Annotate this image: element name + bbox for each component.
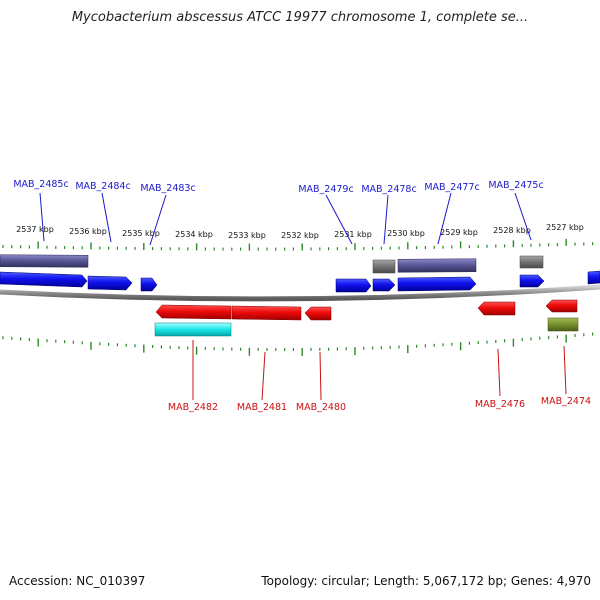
gene-feature-mab-2474[interactable] xyxy=(545,299,578,313)
forward-gene-arrow[interactable] xyxy=(0,271,88,288)
scale-label: 2529 kbp xyxy=(440,228,478,237)
bottom-leader-lines xyxy=(192,340,567,401)
reverse-gene-arrows xyxy=(155,299,578,321)
forward-gene-arrow[interactable] xyxy=(587,270,600,285)
gene-label-mab-2478c[interactable]: MAB_2478c xyxy=(361,184,416,195)
gene-feature-mab-2485c[interactable] xyxy=(0,254,89,268)
gene-feature-mab-2481[interactable] xyxy=(231,305,302,321)
gene-feature-mab-2477c[interactable] xyxy=(397,258,477,273)
top-leader-lines xyxy=(39,192,532,246)
gene-label-mab-2482[interactable]: MAB_2482 xyxy=(168,402,218,413)
scale-label: 2535 kbp xyxy=(122,229,160,238)
gene-label-mab-2475c[interactable]: MAB_2475c xyxy=(488,180,543,191)
forward-outer-features xyxy=(0,254,544,274)
gene-label-mab-2481[interactable]: MAB_2481 xyxy=(237,402,287,413)
map-title: Mycobacterium abscessus ATCC 19977 chrom… xyxy=(71,10,529,25)
gene-label-mab-2484c[interactable]: MAB_2484c xyxy=(75,181,130,192)
scale-label: 2534 kbp xyxy=(175,230,213,239)
gene-label-mab-2485c[interactable]: MAB_2485c xyxy=(13,179,68,190)
scale-label: 2533 kbp xyxy=(228,231,266,240)
gene-label-mab-2479c[interactable]: MAB_2479c xyxy=(298,184,353,195)
reverse-outer-features xyxy=(154,317,579,337)
forward-gene-arrow[interactable] xyxy=(140,277,158,292)
scale-label: 2528 kbp xyxy=(493,226,531,235)
genome-summary-text: Topology: circular; Length: 5,067,172 bp… xyxy=(261,574,591,588)
forward-gene-arrow[interactable] xyxy=(397,276,477,292)
gene-label-mab-2480[interactable]: MAB_2480 xyxy=(296,402,346,413)
gene-label-mab-2476[interactable]: MAB_2476 xyxy=(475,399,525,410)
gene-feature-mab-2478c[interactable] xyxy=(372,259,396,274)
forward-gene-arrows xyxy=(0,270,600,293)
reverse-scale-ticks xyxy=(2,332,594,356)
gene-feature-mab-2480[interactable] xyxy=(304,306,332,321)
gene-feature-mab-2476[interactable] xyxy=(477,301,516,316)
scale-labels: 2537 kbp 2536 kbp 2535 kbp 2534 kbp 2533… xyxy=(16,223,584,240)
chromosome-backbone xyxy=(0,284,600,302)
gene-label-mab-2477c[interactable]: MAB_2477c xyxy=(424,182,479,193)
gene-feature-mab-2475c[interactable] xyxy=(519,255,544,269)
scale-label: 2531 kbp xyxy=(334,230,372,239)
forward-gene-arrow[interactable] xyxy=(372,278,396,292)
scale-label: 2536 kbp xyxy=(69,227,107,236)
forward-gene-arrow[interactable] xyxy=(335,278,372,293)
scale-label: 2532 kbp xyxy=(281,231,319,240)
gene-label-mab-2474[interactable]: MAB_2474 xyxy=(541,396,591,407)
scale-label: 2530 kbp xyxy=(387,229,425,238)
scale-label: 2527 kbp xyxy=(546,223,584,232)
forward-gene-arrow[interactable] xyxy=(519,274,545,288)
gene-label-mab-2483c[interactable]: MAB_2483c xyxy=(140,183,195,194)
scale-label: 2537 kbp xyxy=(16,225,54,234)
forward-gene-arrow[interactable] xyxy=(87,275,133,291)
gene-feature-mab-2482-rna[interactable] xyxy=(154,322,232,337)
gene-feature-mab-2482[interactable] xyxy=(155,304,232,320)
accession-text: Accession: NC_010397 xyxy=(9,574,146,588)
gene-feature-mab-2474-misc[interactable] xyxy=(547,317,579,332)
forward-scale-ticks xyxy=(2,238,594,251)
